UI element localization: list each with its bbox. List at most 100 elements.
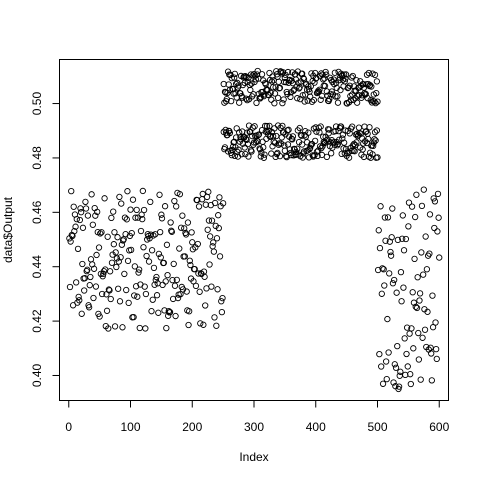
data-point [236,99,243,106]
data-point [351,148,358,155]
data-point [181,225,188,232]
data-point [323,153,331,161]
data-point [298,132,305,139]
data-point [386,270,393,277]
data-point [195,203,203,210]
data-point [371,129,379,136]
data-point [397,269,405,276]
data-point [340,71,348,78]
data-point [158,211,165,218]
data-point [106,268,114,275]
data-point [161,203,169,210]
data-point [258,149,265,156]
data-point [399,212,406,219]
data-point [405,223,412,230]
data-point [410,299,418,306]
data-point [403,350,410,358]
x-tick-label: 0 [65,420,72,434]
data-point [132,214,139,221]
data-point [402,235,410,243]
data-point [300,75,308,83]
data-point [111,323,119,330]
data-point [145,258,153,265]
data-point [391,361,398,368]
data-point [261,151,268,158]
data-point [383,375,390,383]
data-point [253,71,261,78]
data-point [165,312,172,319]
data-point [300,148,308,155]
data-point [87,273,94,281]
data-point [149,296,156,303]
data-point [381,214,389,221]
data-point [371,136,378,143]
data-point [177,224,185,231]
data-point [76,297,83,304]
data-point [404,363,411,370]
data-point [315,87,322,95]
data-point [279,100,286,107]
data-point [84,212,92,219]
data-point [210,248,218,255]
data-point [256,145,263,152]
data-point [428,377,435,384]
data-point [205,217,213,224]
data-point [90,294,97,302]
data-point [142,325,149,332]
data-point [181,253,188,260]
data-point [134,214,142,221]
data-point [332,127,339,135]
data-point [353,99,361,106]
data-point [255,131,263,138]
data-point [342,127,349,134]
data-point [93,251,100,259]
data-point [413,191,420,198]
data-point [117,254,124,261]
data-point [123,216,130,223]
data-point [272,84,279,91]
y-tick-label: 0.40 [30,363,44,387]
data-point [419,334,426,341]
data-point [289,136,296,143]
data-point [242,73,249,80]
data-point [245,153,252,160]
data-point [373,89,380,97]
data-point [191,265,198,273]
y-tick-label: 0.50 [30,92,44,116]
data-point [387,252,395,259]
data-point [405,199,413,206]
data-point [114,234,121,241]
data-point [219,200,227,207]
data-point [173,276,180,284]
data-point [158,215,166,222]
data-point [373,127,381,134]
data-point [353,139,360,146]
data-point [215,212,222,219]
x-tick-label: 100 [120,420,140,434]
data-point [213,322,220,329]
data-point [211,314,218,321]
data-point [382,358,390,365]
data-point [395,383,403,390]
data-point [96,313,103,320]
data-point [199,190,206,198]
data-point [205,188,212,195]
data-point [385,349,392,356]
data-point [348,74,355,81]
data-point [124,257,132,265]
data-point [74,245,82,252]
data-point [316,143,324,150]
data-point [280,96,287,103]
data-point [192,282,200,290]
data-point [432,345,440,353]
data-point [344,100,351,107]
data-point [369,151,376,158]
y-tick-label: 0.46 [30,200,44,224]
data-point [300,74,307,82]
data-point [231,70,239,78]
data-point [135,269,142,276]
data-point [183,288,190,295]
data-point [317,123,324,130]
data-point [311,137,319,145]
data-point [188,229,195,236]
